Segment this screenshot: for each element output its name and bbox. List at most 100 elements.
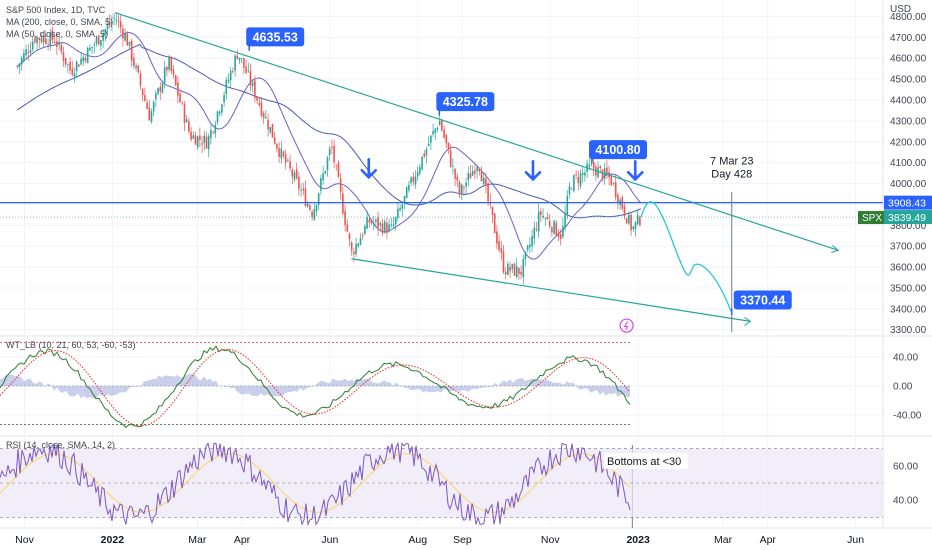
candle [69,56,71,75]
candle-body [287,160,289,161]
y-tick-label: -40.00 [893,411,922,422]
candle-body [421,156,423,170]
candle-body [247,70,250,72]
candle [458,180,461,199]
candle [524,251,527,267]
candle [124,28,126,43]
candle-body [584,172,586,176]
candle [183,101,186,132]
legend-ma200[interactable]: MA (200, close, 0, SMA, 5) [6,17,114,27]
price-callout: 4635.53 [246,27,305,51]
candle [632,225,635,233]
candle [478,167,481,176]
candle-body [157,88,159,94]
candle-body [89,47,91,51]
candle-body [320,178,322,191]
candle-body [117,20,120,22]
candle-body [265,116,267,119]
candle [214,120,217,139]
candle-body [502,251,505,273]
candle [172,64,175,79]
y-tick-label: 40.00 [893,352,918,363]
candle-body [234,55,236,71]
candle [584,168,586,182]
y-tick-label: 60.00 [893,461,918,472]
candle [31,36,34,52]
down-arrow-icon [626,160,644,182]
candle [100,39,102,51]
candle-body [597,167,599,178]
candle-body [91,46,93,49]
candle [45,34,47,45]
candle-body [392,224,395,227]
candle [375,218,377,228]
candle-body [456,176,459,181]
candle [205,131,208,149]
candle [315,204,318,217]
candle-body [518,267,520,274]
legend-symbol[interactable]: S&P 500 Index, 1D, TVC [6,5,106,15]
candle [306,200,309,208]
candle [331,139,333,154]
candle [606,160,608,180]
candle [300,183,302,197]
candle-body [636,215,639,225]
candle [628,211,630,226]
y-tick-label: 4700.00 [890,33,927,44]
price-legend: S&P 500 Index, 1D, TVC MA (200, close, 0… [6,4,113,40]
trend-arrow-head [831,244,840,253]
candle [634,221,637,237]
candle-body [205,136,208,149]
candle [397,202,399,222]
candle [328,145,331,161]
candle [520,265,522,280]
candle-body [500,248,503,253]
level-price-tag [884,195,932,210]
candle [18,63,21,75]
candle [254,75,256,103]
candle-body [511,264,514,270]
candle-body [601,169,604,180]
candle-body [269,127,272,133]
candle [273,131,276,145]
candle-body [146,102,148,109]
legend-rsi[interactable]: RSI (14, close, SMA, 14, 2) [6,440,116,450]
y-tick-label: 4400.00 [890,95,927,106]
candle [23,48,25,63]
candle [636,210,639,226]
candle [449,144,452,168]
candle [515,258,518,279]
candle-body [339,178,342,192]
candle-body [163,67,166,83]
candle [86,46,89,64]
candle [625,217,628,224]
candle-body [190,131,192,140]
candle-body [606,167,608,175]
y-tick-label: 4200.00 [890,137,927,148]
candle-body [80,58,82,65]
y-tick-label: 4800.00 [890,12,927,23]
candle-body [227,79,230,82]
candle [372,216,375,231]
candle-body [95,37,98,44]
candle-body [40,37,43,42]
candle-body [20,57,23,65]
legend-wt[interactable]: WT_LB (10, 21, 60, 53, -60, -53) [6,340,136,350]
legend-ma50[interactable]: MA (50, close, 0, SMA, 5) [6,29,109,39]
candle-body [614,182,617,198]
candle [278,142,280,163]
candle [383,219,386,234]
candle [287,158,289,162]
candle [342,186,344,215]
candle [456,173,459,187]
candle [249,63,252,92]
candle-body [47,44,49,46]
candle [511,263,514,274]
candle [56,34,58,56]
candle [423,149,426,159]
candle-body [137,65,140,73]
candle-body [537,211,540,232]
candle-body [207,136,210,150]
candle-body [353,251,355,255]
